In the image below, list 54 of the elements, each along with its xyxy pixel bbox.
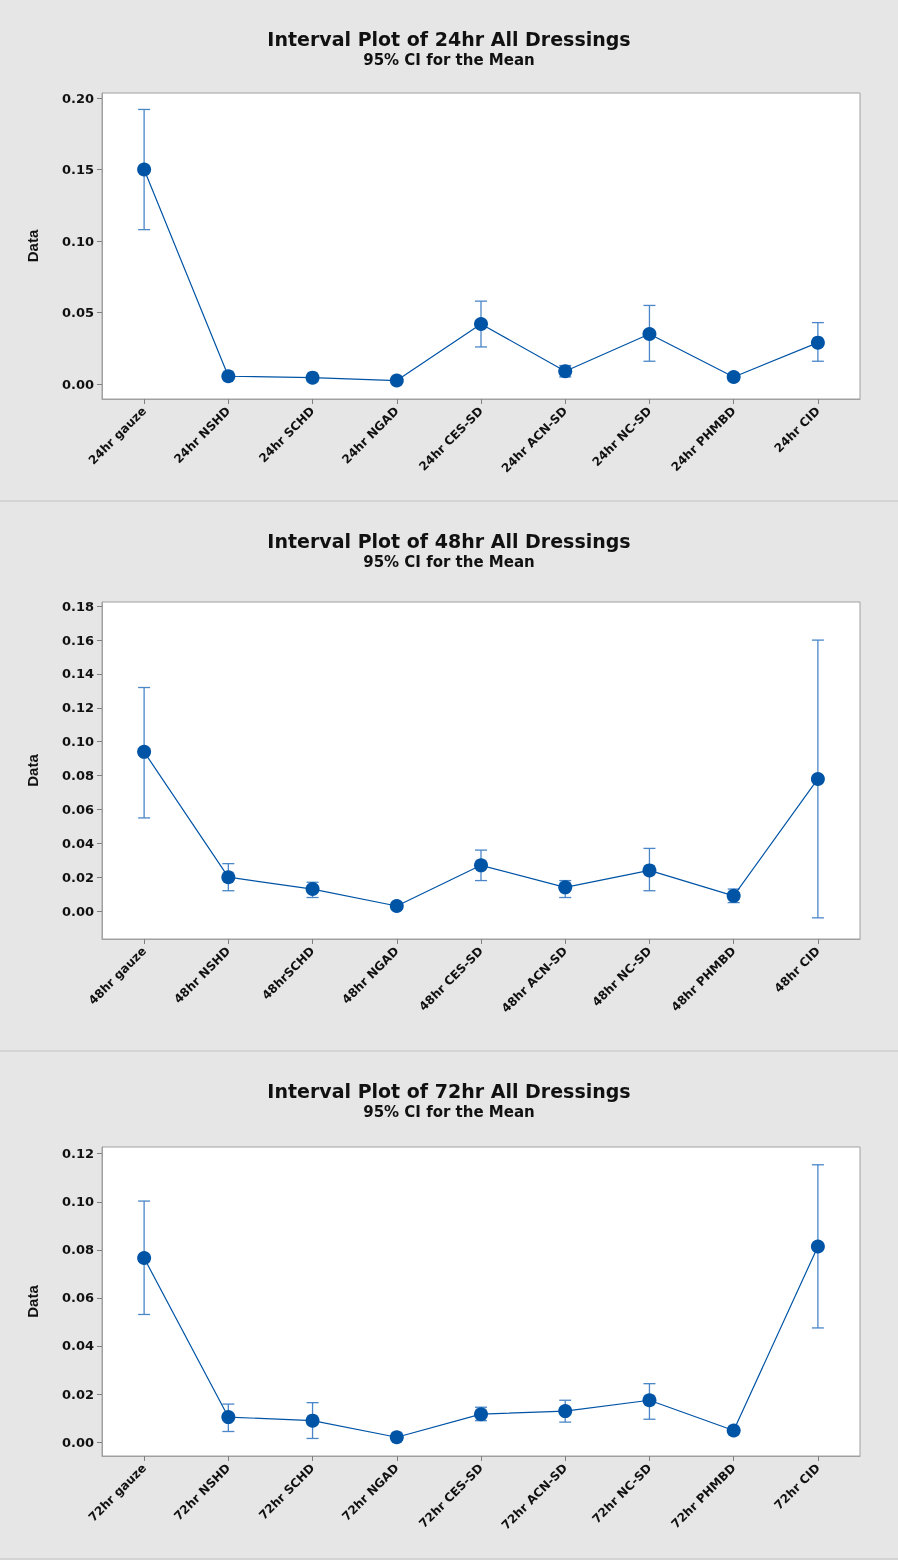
point — [305, 370, 320, 385]
y-tick-label: 0.12 — [61, 1146, 94, 1162]
chart-subtitle: 95% CI for the Mean — [363, 552, 535, 571]
point — [474, 858, 488, 873]
point — [389, 1430, 404, 1445]
y-tick-label: 0.00 — [61, 903, 94, 919]
point — [221, 369, 236, 384]
y-tick-label: 0.08 — [61, 768, 94, 784]
point — [389, 898, 404, 913]
point — [137, 1251, 152, 1266]
point — [558, 880, 573, 895]
y-tick-label: 0.20 — [61, 90, 94, 106]
y-tick-label: 0.06 — [61, 1290, 94, 1306]
y-tick-label: 0.10 — [61, 1194, 94, 1210]
y-tick-label: 0.04 — [61, 1338, 94, 1354]
point — [642, 863, 657, 878]
y-tick-label: 0.16 — [61, 632, 94, 648]
y-tick-label: 0.18 — [61, 598, 94, 614]
point — [642, 327, 657, 342]
y-tick-label: 0.05 — [61, 305, 94, 321]
y-tick-label: 0.12 — [61, 700, 94, 716]
point — [137, 744, 152, 759]
chart-title: Interval Plot of 72hr All Dressings — [267, 1079, 631, 1102]
y-axis-title: Data — [24, 753, 41, 787]
y-tick-label: 0.15 — [61, 162, 94, 178]
point — [642, 1393, 657, 1408]
chart-title: Interval Plot of 24hr All Dressings — [267, 27, 631, 50]
point — [221, 870, 236, 885]
point — [389, 373, 404, 388]
y-tick-label: 0.06 — [61, 801, 94, 817]
point — [305, 1413, 320, 1428]
point — [810, 335, 825, 350]
point — [558, 1404, 573, 1419]
point — [474, 317, 488, 332]
chart-subtitle: 95% CI for the Mean — [363, 50, 535, 69]
y-tick-label: 0.14 — [61, 666, 94, 682]
point — [137, 162, 152, 177]
y-tick-label: 0.08 — [61, 1242, 94, 1258]
y-tick-label: 0.04 — [61, 835, 94, 851]
point — [726, 1423, 741, 1438]
point — [221, 1410, 236, 1425]
y-tick-label: 0.00 — [61, 1434, 94, 1450]
y-tick-label: 0.02 — [61, 869, 94, 885]
point — [810, 771, 825, 786]
y-tick-label: 0.10 — [61, 734, 94, 750]
point — [726, 369, 741, 384]
y-tick-label: 0.00 — [61, 376, 94, 392]
y-axis-title: Data — [24, 229, 41, 263]
y-tick-label: 0.10 — [61, 233, 94, 249]
chart-title: Interval Plot of 48hr All Dressings — [267, 529, 631, 552]
y-axis-title: Data — [24, 1284, 41, 1318]
point — [810, 1239, 825, 1254]
y-tick-label: 0.02 — [61, 1386, 94, 1402]
chart-subtitle: 95% CI for the Mean — [363, 1102, 535, 1121]
